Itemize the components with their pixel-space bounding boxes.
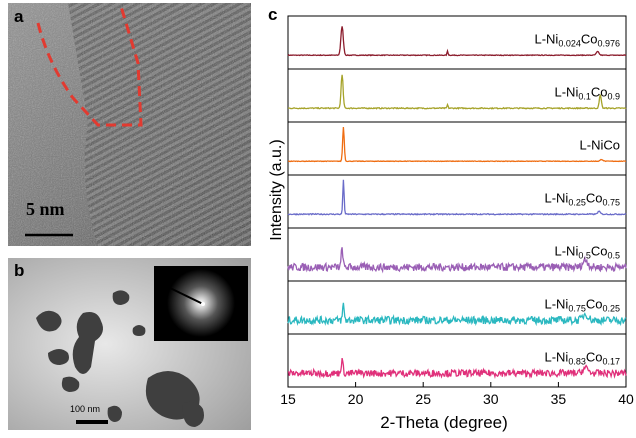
series-line <box>287 247 627 274</box>
series-line <box>287 179 627 216</box>
x-tick-label: 20 <box>348 391 364 407</box>
y-axis-label: Intensity (a.u.) <box>268 139 285 240</box>
tem-image <box>8 258 251 430</box>
x-tick-label: 30 <box>483 391 499 407</box>
series-panel-frame <box>287 333 627 388</box>
tem-image-panel: b 100 nm <box>8 258 251 430</box>
panel-label-a: a <box>14 7 24 26</box>
x-axis-label: 2-Theta (degree) <box>380 413 508 432</box>
x-tick-label: 15 <box>280 391 296 407</box>
series-label: L-Ni0.83Co0.17 <box>544 350 620 367</box>
series-line <box>288 357 627 380</box>
series-label: L-Ni0.024Co0.976 <box>534 32 620 49</box>
panel-label-b: b <box>14 261 25 280</box>
series-line <box>287 126 627 163</box>
hrtem-image <box>8 3 251 246</box>
series-line <box>288 74 627 110</box>
x-tick-label: 35 <box>551 391 567 407</box>
series-label: L-Ni0.1Co0.9 <box>555 85 621 102</box>
series-label: L-Ni0.75Co0.25 <box>544 297 620 314</box>
lattice-outline <box>36 3 143 127</box>
scale-bar-label-a: 5 nm <box>26 199 65 219</box>
x-tick-label: 40 <box>618 391 634 407</box>
xrd-chart-panel: c L-Ni0.024Co0.976 L-Ni0.1Co0.9 L-NiCo L-Ni… <box>258 0 636 433</box>
series-label: L-Ni0.5Co0.5 <box>555 244 621 261</box>
hrtem-image-panel: a 5 nm <box>8 3 251 246</box>
scale-bar-label-b: 100 nm <box>70 404 101 414</box>
series-label: L-Ni0.25Co0.75 <box>544 191 620 208</box>
series-line <box>287 26 627 57</box>
series-label: L-NiCo <box>580 138 620 153</box>
x-axis: 15 20 25 30 35 40 <box>280 382 634 407</box>
series-line <box>287 302 627 327</box>
xrd-chart: L-Ni0.024Co0.976 L-Ni0.1Co0.9 L-NiCo L-Ni0.… <box>268 15 634 432</box>
nanosheet-particles <box>36 290 204 427</box>
series-panel-frame <box>287 121 627 176</box>
panel-label-c: c <box>268 5 278 24</box>
x-tick-label: 25 <box>415 391 431 407</box>
